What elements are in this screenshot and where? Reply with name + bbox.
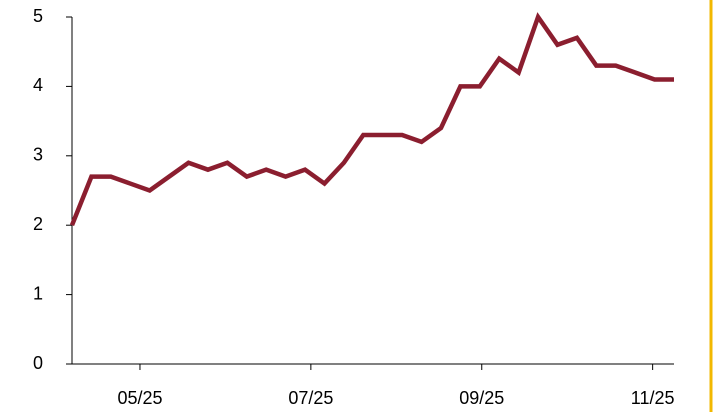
line-series <box>69 12 674 227</box>
y-tick-label: 0 <box>33 353 43 373</box>
y-tick-label: 1 <box>33 283 43 303</box>
x-tick-label: 09/25 <box>459 388 504 408</box>
y-tick-label: 3 <box>33 145 43 165</box>
y-tick-label: 2 <box>33 214 43 234</box>
x-tick-label: 11/25 <box>631 388 675 408</box>
y-tick-label: 4 <box>33 75 43 95</box>
x-tick-label: 05/25 <box>117 388 162 408</box>
x-tick-label: 07/25 <box>288 388 333 408</box>
y-tick-label: 5 <box>33 6 43 26</box>
